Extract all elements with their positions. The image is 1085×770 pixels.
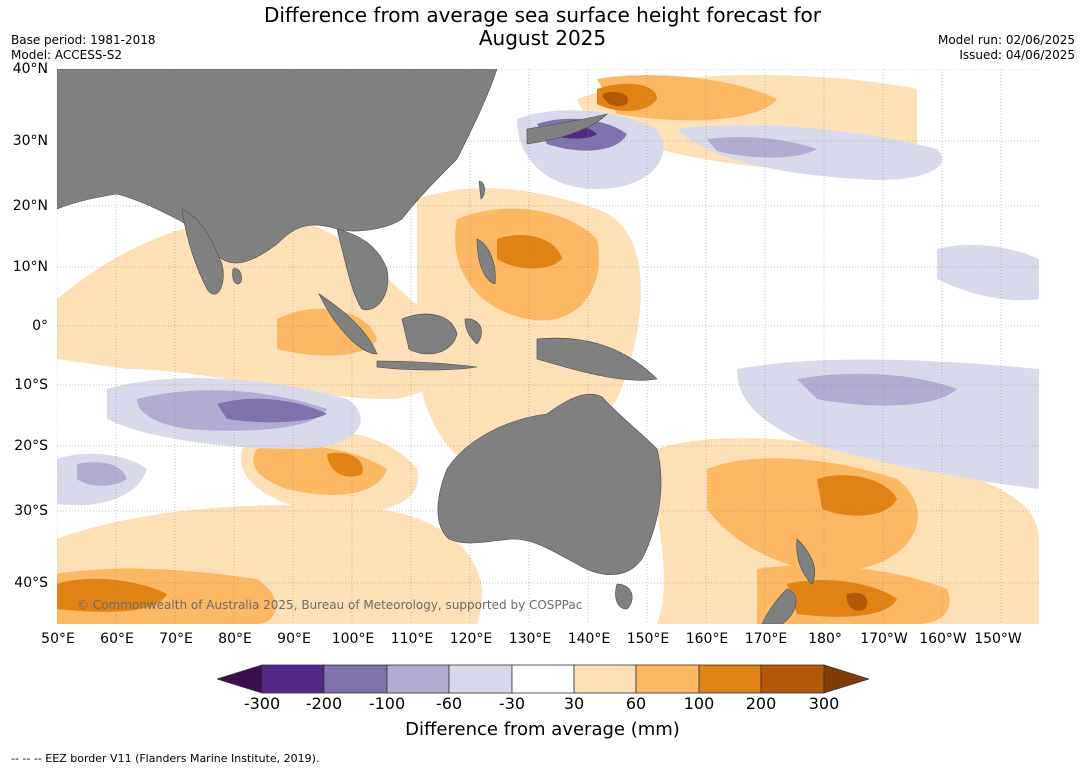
colorbar-bin-6 [573, 664, 637, 694]
lon-label-150w: 150°W [974, 631, 1022, 647]
metadata-left: Base period: 1981-2018 Model: ACCESS-S2 [11, 33, 156, 63]
lat-label-10n: 10°N [12, 259, 48, 275]
graticule [57, 69, 1039, 624]
eez-legend-note: -- -- -- EEZ border V11 (Flanders Marine… [11, 752, 320, 765]
land-philippines [476, 238, 496, 285]
metadata-right: Model run: 02/06/2025 Issued: 04/06/2025 [938, 33, 1075, 63]
copyright-notice: © Commonwealth of Australia 2025, Bureau… [77, 598, 583, 612]
title-line-2: August 2025 [478, 26, 607, 50]
anomaly-strong-south-west [57, 578, 167, 612]
lon-label-80e: 80°E [218, 631, 252, 647]
anomaly-negative-north-pacific-core [707, 137, 817, 158]
lon-label-60e: 60°E [100, 631, 134, 647]
lat-label-equator: 0° [32, 318, 48, 334]
base-period: Base period: 1981-2018 [11, 33, 156, 47]
map-canvas [57, 69, 1039, 624]
anomaly-very-strong-tasman [846, 592, 868, 611]
land-asia [57, 69, 498, 264]
land-borneo [401, 313, 458, 355]
land-new-zealand-south [761, 588, 797, 624]
colorbar-extend-low [215, 664, 263, 694]
lat-label-20n: 20°N [12, 198, 48, 214]
colorbar-bin-7 [635, 664, 700, 694]
colorbar-tick-200: 200 [745, 694, 777, 713]
lon-label-160w: 160°W [919, 631, 967, 647]
colorbar-title: Difference from average (mm) [405, 719, 680, 740]
colorbar-bin-8 [698, 664, 762, 694]
anomaly-negative-east-pacific [937, 244, 1039, 301]
lon-label-160e: 160°E [685, 631, 729, 647]
anomaly-strong-tasman [787, 579, 897, 617]
land-java [376, 360, 478, 371]
lon-label-50e: 50°E [41, 631, 75, 647]
map-title: Difference from average sea surface heig… [0, 4, 1085, 50]
anomaly-strong-philippines [497, 235, 562, 269]
land-japan [526, 113, 608, 145]
land-sumatra [318, 293, 378, 355]
lon-label-150e: 150°E [626, 631, 670, 647]
colorbar-tick-100: 100 [683, 694, 715, 713]
lat-label-10s: 10°S [14, 377, 48, 393]
anomaly-strong-south-indian [327, 452, 363, 477]
colorbar-bin-3 [386, 664, 450, 694]
colorbar-tick-300: 300 [808, 694, 840, 713]
colorbar-tick-60: 60 [625, 694, 647, 713]
land-new-guinea [536, 337, 658, 381]
colorbar-tick-minus-200: -200 [305, 694, 343, 713]
anomaly-very-strong-kuroshio [602, 92, 628, 107]
anomaly-map [57, 69, 1039, 624]
lon-label-170e: 170°E [744, 631, 788, 647]
land-india [181, 208, 224, 295]
colorbar-graphic [215, 664, 871, 694]
issued-date: Issued: 04/06/2025 [959, 48, 1075, 62]
lat-label-30n: 30°N [12, 133, 48, 149]
colorbar-bin-4 [448, 664, 513, 694]
anomaly-negative-south-indian-strong [217, 398, 327, 423]
anomaly-negative-west-indian-core [77, 462, 127, 486]
colorbar-bin-1 [261, 664, 325, 694]
land-new-zealand-north [796, 538, 816, 585]
land-indochina [336, 228, 389, 311]
lon-label-120e: 120°E [449, 631, 493, 647]
land-sulawesi [464, 318, 482, 345]
lon-label-170w: 170°W [860, 631, 908, 647]
lon-label-90e: 90°E [277, 631, 311, 647]
lat-label-40s: 40°S [14, 575, 48, 591]
anomaly-negative-south-pacific-core [797, 373, 957, 406]
colorbar-tick-minus-30: -30 [498, 694, 526, 713]
lon-label-140e: 140°E [567, 631, 611, 647]
colorbar-bin-2 [323, 664, 388, 694]
colorbar-tick-30: 30 [563, 694, 585, 713]
colorbar-tick-minus-100: -100 [368, 694, 406, 713]
lon-label-130e: 130°E [508, 631, 552, 647]
land-sri-lanka [232, 268, 242, 285]
lat-label-20s: 20°S [14, 438, 48, 454]
lon-label-70e: 70°E [159, 631, 193, 647]
lon-label-180: 180° [808, 631, 842, 647]
land [57, 69, 816, 624]
colorbar-tick-minus-60: -60 [435, 694, 463, 713]
model-run: Model run: 02/06/2025 [937, 33, 1075, 47]
colorbar-bin-5 [511, 664, 575, 694]
land-australia [437, 393, 662, 575]
land-taiwan [478, 180, 485, 200]
anomaly-field [57, 75, 1039, 624]
colorbar-extend-high [823, 664, 871, 694]
lat-label-30s: 30°S [14, 503, 48, 519]
lon-label-110e: 110°E [390, 631, 434, 647]
anomaly-strong-pacific-south [817, 475, 897, 516]
lon-label-100e: 100°E [331, 631, 375, 647]
colorbar [215, 664, 871, 694]
colorbar-bin-9 [760, 664, 825, 694]
title-line-1: Difference from average sea surface heig… [263, 3, 822, 27]
colorbar-tick-minus-300: -300 [243, 694, 281, 713]
land-tasmania [615, 583, 633, 610]
lat-label-40n: 40°N [12, 61, 48, 77]
model-name: Model: ACCESS-S2 [11, 48, 123, 62]
